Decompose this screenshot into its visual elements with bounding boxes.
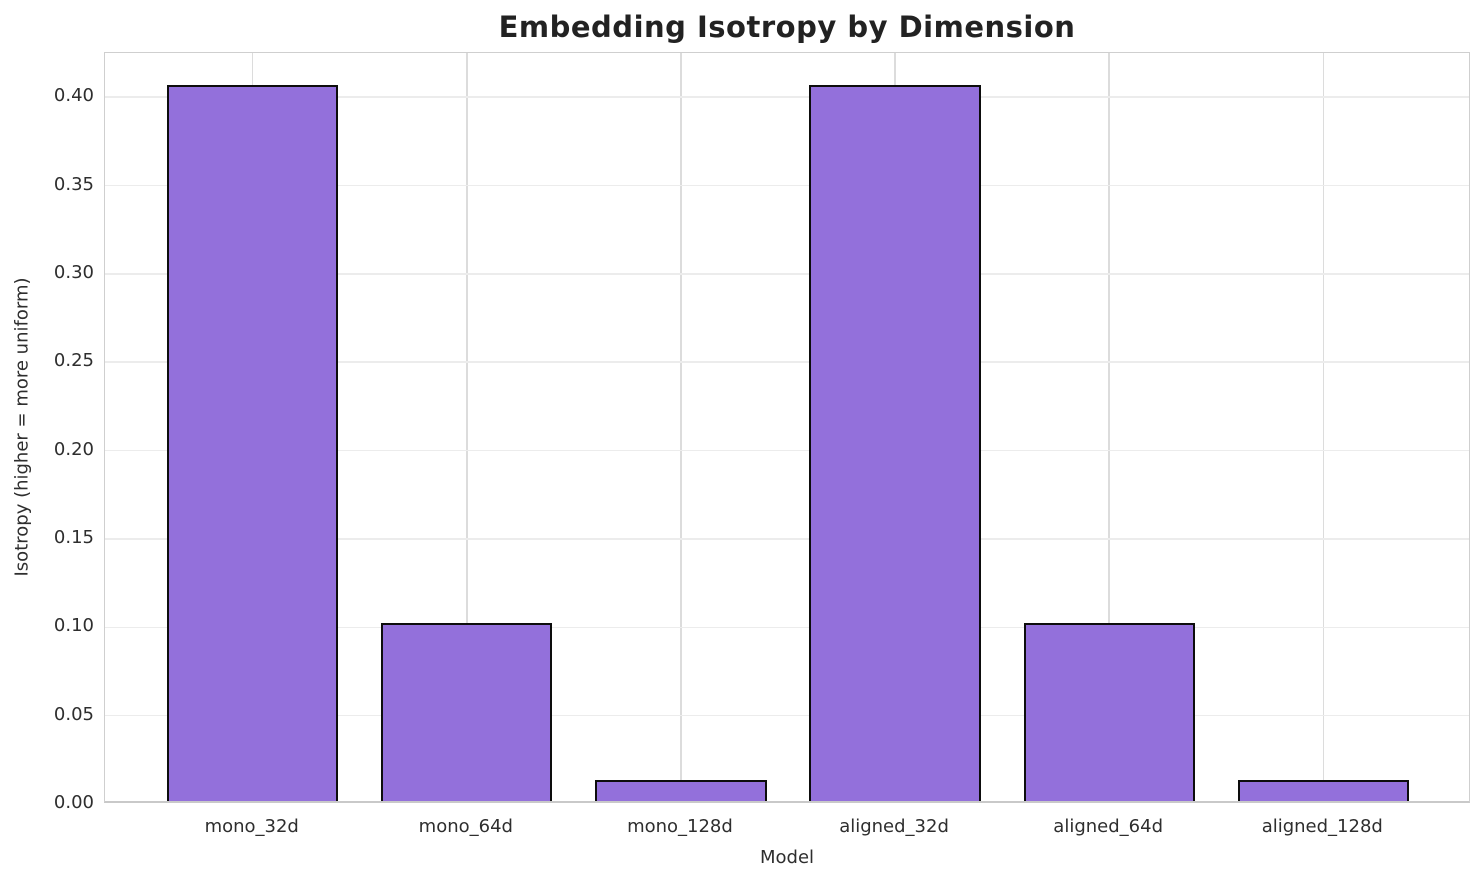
bar-aligned_128d [1237, 779, 1409, 801]
horizontal-gridline [105, 273, 1469, 275]
bar-aligned_32d [809, 85, 981, 801]
x-tick-label: aligned_32d [839, 816, 949, 837]
y-tick-label: 0.00 [53, 792, 94, 813]
vertical-gridline [466, 53, 468, 801]
x-tick-label: mono_32d [204, 816, 299, 837]
y-tick-label: 0.30 [53, 261, 94, 283]
horizontal-gridline [105, 538, 1469, 540]
y-tick-label: 0.40 [53, 85, 94, 107]
x-tick-label: mono_128d [627, 816, 733, 837]
x-axis-label: Model [759, 847, 815, 868]
vertical-gridline [680, 53, 682, 801]
horizontal-gridline [105, 626, 1469, 629]
horizontal-gridline [105, 361, 1469, 363]
x-tick-label: aligned_64d [1053, 816, 1163, 837]
bar-mono_64d [381, 622, 553, 801]
y-tick-label: 0.35 [53, 173, 94, 195]
chart-title: Embedding Isotropy by Dimension [498, 10, 1076, 44]
horizontal-gridline [105, 714, 1469, 717]
y-tick-label: 0.15 [53, 526, 94, 548]
plot-area [104, 52, 1470, 803]
y-tick-label: 0.10 [53, 615, 94, 637]
vertical-gridline [1108, 53, 1110, 801]
bar-mono_128d [595, 779, 767, 801]
bar-aligned_64d [1023, 622, 1195, 801]
y-tick-label: 0.20 [53, 438, 94, 460]
vertical-gridline [1322, 53, 1325, 801]
bar-mono_32d [167, 85, 339, 801]
horizontal-gridline [105, 96, 1469, 98]
x-tick-label: mono_64d [418, 816, 513, 837]
horizontal-gridline [105, 184, 1469, 187]
y-tick-label: 0.05 [53, 703, 94, 725]
horizontal-gridline [105, 449, 1469, 452]
y-tick-label: 0.25 [53, 350, 94, 372]
x-tick-label: aligned_128d [1261, 816, 1383, 837]
